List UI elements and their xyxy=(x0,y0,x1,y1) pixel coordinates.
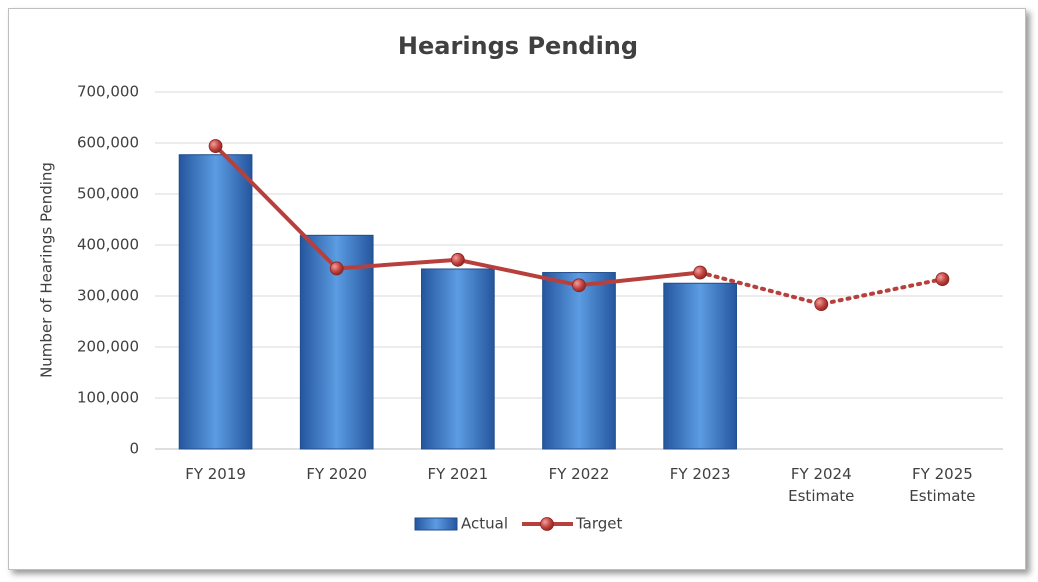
y-tick-label: 300,000 xyxy=(77,287,139,305)
line-marker xyxy=(329,261,344,276)
legend-swatch xyxy=(540,517,554,531)
line-projection xyxy=(698,270,945,307)
line-marker xyxy=(572,278,586,293)
x-tick-label: FY 2020 xyxy=(306,465,368,483)
line-marker xyxy=(208,139,223,153)
y-tick-label: 700,000 xyxy=(77,83,139,101)
chart-frame xyxy=(8,8,1026,570)
chart-title: Hearings Pending xyxy=(398,32,638,60)
line-marker xyxy=(450,252,465,267)
legend-swatch xyxy=(414,517,458,531)
y-tick-label: 100,000 xyxy=(77,389,139,407)
y-axis-label: Number of Hearings Pending xyxy=(38,162,56,378)
y-tick-label: 600,000 xyxy=(77,134,139,152)
y-tick-label: 0 xyxy=(129,440,139,458)
bar xyxy=(178,154,253,450)
bar xyxy=(663,282,737,450)
x-tick-label: FY 2019 xyxy=(185,465,246,483)
line-marker xyxy=(814,297,829,312)
x-tick-label: FY 2023 xyxy=(669,465,731,483)
bar xyxy=(421,268,495,450)
line-marker xyxy=(693,265,708,280)
x-tick-label: FY 2025 Estimate xyxy=(909,465,976,505)
y-tick-label: 200,000 xyxy=(77,338,139,356)
legend-label: Target xyxy=(575,515,623,533)
x-tick-label: FY 2021 xyxy=(427,465,489,483)
x-tick-label: FY 2024 Estimate xyxy=(788,465,855,505)
y-tick-label: 400,000 xyxy=(77,236,139,254)
bar xyxy=(542,272,616,450)
line-marker xyxy=(935,272,950,287)
y-tick-label: 500,000 xyxy=(77,185,139,203)
x-tick-label: FY 2022 xyxy=(548,465,610,483)
legend-label: Actual xyxy=(461,515,508,533)
